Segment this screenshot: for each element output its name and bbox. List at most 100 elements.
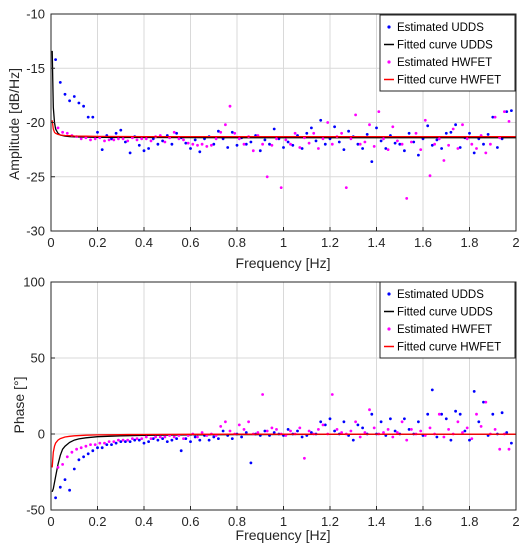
amplitude-estimated-udds-point [100, 148, 104, 152]
phase-estimated-hwfet-point [298, 426, 302, 430]
phase-estimated-udds-point [468, 438, 471, 442]
amplitude-legend-estimated-udds-label: Estimated UDDS [397, 22, 484, 34]
amplitude-estimated-hwfet-point [312, 131, 316, 135]
phase-estimated-hwfet-point [307, 429, 311, 433]
amplitude-estimated-hwfet-point [493, 115, 497, 119]
amplitude-estimated-hwfet-point [56, 126, 60, 130]
phase-estimated-hwfet-point [447, 428, 450, 431]
amplitude-estimated-hwfet-point [84, 136, 88, 140]
amplitude-y-tick-label: -15 [26, 61, 45, 76]
amplitude-estimated-udds-point [142, 149, 146, 153]
amplitude-estimated-hwfet-point [205, 145, 209, 148]
phase-estimated-udds-point [244, 431, 248, 434]
phase-estimated-hwfet-point [391, 435, 395, 439]
amplitude-estimated-hwfet-point [396, 139, 399, 143]
amplitude-y-tick-label: -10 [26, 7, 45, 22]
amplitude-estimated-udds-point [384, 147, 388, 150]
amplitude-estimated-udds-point [412, 140, 416, 144]
amplitude-estimated-hwfet-point [433, 142, 436, 146]
amplitude-legend-estimated-hwfet-swatch [387, 60, 391, 64]
phase-estimated-hwfet-point [154, 435, 158, 439]
phase-estimated-udds-point [333, 429, 336, 433]
amplitude-legend-estimated-udds-swatch [387, 25, 391, 29]
amplitude-x-tick-label: 1 [280, 235, 287, 250]
phase-y-tick-label: 0 [38, 427, 45, 442]
amplitude-estimated-hwfet-point [79, 137, 83, 141]
amplitude-y-axis-label: Amplitude [dB/Hz] [6, 68, 22, 180]
phase-estimated-hwfet-point [200, 431, 204, 434]
amplitude-y-tick-label: -25 [26, 169, 45, 184]
amplitude-estimated-hwfet-point [163, 140, 167, 144]
amplitude-estimated-udds-point [124, 140, 127, 144]
phase-estimated-hwfet-point [172, 435, 176, 439]
amplitude-estimated-hwfet-point [377, 110, 381, 113]
amplitude-legend-fitted-curve-udds-label: Fitted curve UDDS [397, 40, 493, 52]
phase-legend-fitted-curve-hwfet-label: Fitted curve HWFET [397, 342, 501, 354]
phase-estimated-udds-point [124, 440, 127, 443]
amplitude-estimated-hwfet-point [363, 140, 367, 144]
amplitude-estimated-hwfet-point [177, 137, 181, 141]
phase-estimated-udds-point [500, 411, 504, 415]
amplitude-estimated-udds-point [86, 115, 90, 119]
phase-estimated-udds-point [482, 400, 485, 404]
phase-estimated-hwfet-point [219, 425, 223, 428]
phase-estimated-hwfet-point [289, 429, 292, 433]
phase-y-tick-label: 100 [23, 275, 45, 290]
amplitude-estimated-hwfet-point [382, 137, 385, 141]
amplitude-estimated-udds-point [282, 146, 285, 149]
amplitude-x-tick-label: 0 [47, 235, 54, 250]
amplitude-estimated-udds-point [235, 143, 239, 147]
amplitude-estimated-hwfet-point [149, 139, 153, 143]
phase-estimated-udds-point [72, 467, 76, 471]
phase-x-tick-label: 2 [512, 514, 519, 529]
amplitude-estimated-hwfet-point [507, 120, 511, 123]
phase-estimated-udds-point [370, 412, 374, 416]
amplitude-estimated-hwfet-point [126, 139, 130, 143]
amplitude-estimated-udds-point [454, 123, 457, 127]
amplitude-estimated-hwfet-point [419, 148, 423, 152]
phase-estimated-udds-point [351, 438, 355, 442]
phase-estimated-udds-point [426, 412, 430, 416]
phase-estimated-hwfet-point [321, 423, 325, 427]
amplitude-estimated-udds-point [430, 143, 434, 147]
amplitude-estimated-hwfet-point [484, 151, 488, 155]
phase-estimated-hwfet-point [479, 425, 483, 428]
amplitude-estimated-hwfet-point [107, 138, 111, 142]
amplitude-estimated-hwfet-point [224, 123, 227, 127]
amplitude-estimated-udds-point [458, 146, 462, 149]
amplitude-estimated-hwfet-point [219, 130, 223, 134]
amplitude-estimated-udds-point [468, 131, 471, 135]
amplitude-estimated-hwfet-point [103, 139, 106, 143]
amplitude-legend-box [379, 14, 516, 92]
phase-estimated-udds-point [300, 435, 304, 439]
amplitude-x-tick-label: 2 [512, 235, 519, 250]
amplitude-estimated-hwfet-point [437, 137, 441, 141]
amplitude-x-tick-label: 0.4 [135, 235, 153, 250]
phase-estimated-hwfet-point [465, 426, 469, 430]
phase-estimated-udds-point [403, 417, 406, 421]
amplitude-estimated-hwfet-point [423, 118, 427, 122]
amplitude-estimated-hwfet-point [410, 140, 413, 144]
phase-estimated-udds-point [63, 478, 67, 481]
phase-estimated-hwfet-point [56, 466, 60, 469]
amplitude-estimated-hwfet-point [196, 143, 199, 147]
amplitude-estimated-hwfet-point [307, 141, 311, 145]
phase-estimated-hwfet-point [354, 420, 357, 424]
phase-estimated-udds-point [342, 420, 346, 424]
phase-estimated-hwfet-point [358, 435, 362, 439]
phase-estimated-hwfet-point [405, 438, 409, 442]
amplitude-estimated-hwfet-point [330, 142, 334, 146]
amplitude-x-tick-label: 0.6 [181, 235, 199, 250]
amplitude-chart: 0 0.2 0.4 0.6 0.8 1 1.2 1.4 1.6 1.8 2 -30 -25 -20 -15 -… [6, 7, 520, 272]
amplitude-legend-fitted-curve-hwfet-label: Fitted curve HWFET [397, 75, 501, 87]
phase-estimated-hwfet-point [386, 428, 390, 431]
phase-estimated-udds-point [156, 438, 160, 442]
phase-estimated-udds-point [217, 437, 220, 440]
amplitude-estimated-udds-point [370, 160, 374, 164]
amplitude-estimated-hwfet-point [489, 142, 492, 146]
amplitude-estimated-hwfet-point [358, 142, 362, 146]
amplitude-estimated-udds-point [193, 138, 197, 142]
amplitude-estimated-hwfet-point [210, 143, 213, 147]
